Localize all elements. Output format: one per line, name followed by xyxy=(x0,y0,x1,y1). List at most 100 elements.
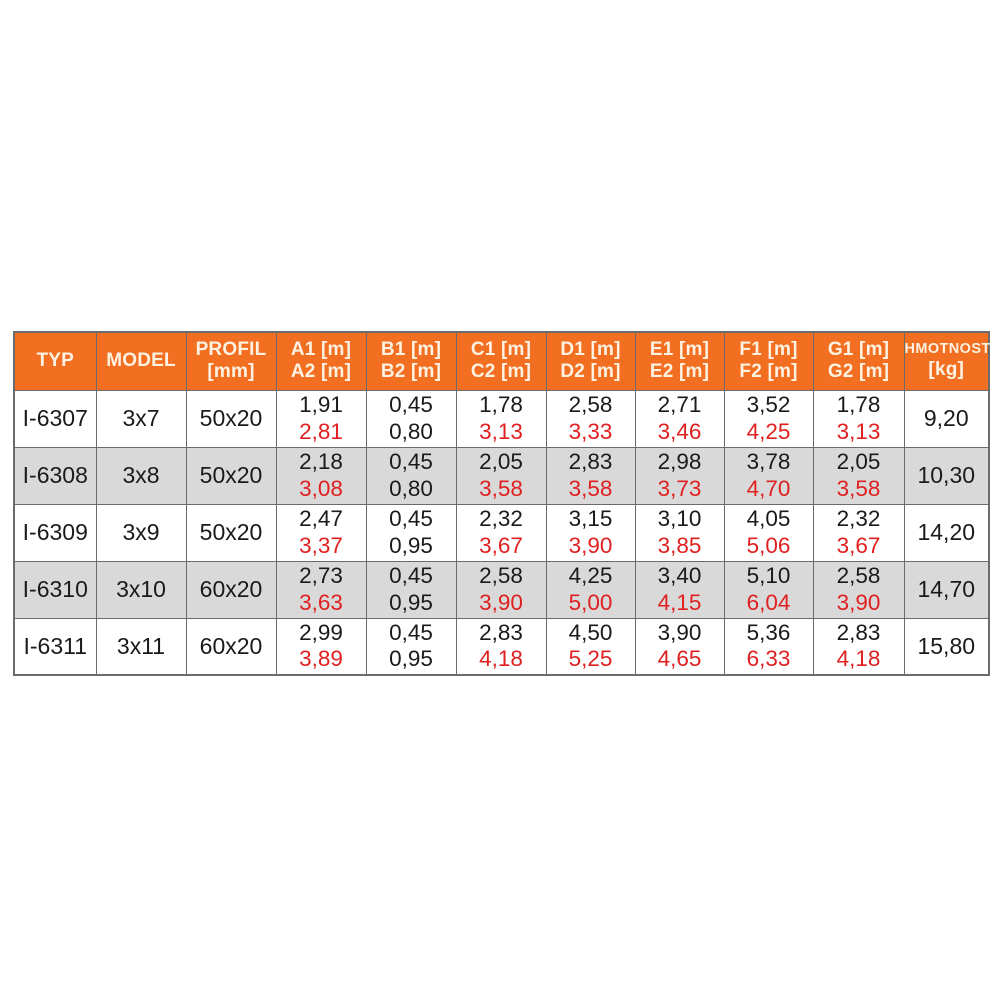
column-header-e-line1: E1 [m] xyxy=(649,338,710,360)
column-header-b-line2: B2 [m] xyxy=(380,361,442,383)
cell-a: 2,73 3,63 xyxy=(275,560,367,619)
cell-b: 0,45 0,95 xyxy=(365,617,457,676)
column-header-f-line2: F2 [m] xyxy=(739,361,798,383)
cell-g1-value: 2,58 xyxy=(836,563,881,589)
cell-b1-value: 0,45 xyxy=(389,506,433,532)
column-header-a-line2: A2 [m] xyxy=(290,361,352,383)
cell-e: 2,98 3,73 xyxy=(634,446,725,505)
cell-b1-value: 0,45 xyxy=(389,619,433,645)
column-header-profil-line1: PROFIL xyxy=(195,338,267,360)
cell-c1-value: 2,32 xyxy=(479,506,523,532)
cell-c1-value: 2,05 xyxy=(479,449,523,475)
column-header-f-line1: F1 [m] xyxy=(739,338,798,360)
header-row: TYP MODEL PROFIL [mm] A1 [m] A2 [m] B1 [m] B2 [… xyxy=(13,331,991,391)
cell-e: 2,71 3,46 xyxy=(634,389,725,448)
cell-a2-value: 2,81 xyxy=(299,418,343,444)
column-header-d[interactable]: D1 [m] D2 [m] xyxy=(545,331,636,391)
column-header-hmotnost-line1: HMOTNOST xyxy=(904,341,991,358)
column-header-a-line1: A1 [m] xyxy=(290,338,352,360)
cell-d1-value: 4,25 xyxy=(568,563,613,589)
column-header-d-line2: D2 [m] xyxy=(560,361,621,383)
column-header-e[interactable]: E1 [m] E2 [m] xyxy=(634,331,725,391)
cell-e2-value: 4,15 xyxy=(657,589,702,615)
cell-a1-value: 2,18 xyxy=(299,449,343,475)
cell-typ: I-6309 xyxy=(13,503,97,562)
cell-model: 3x10 xyxy=(95,560,187,619)
cell-c2-value: 3,90 xyxy=(479,589,523,615)
cell-b1-value: 0,45 xyxy=(389,449,433,475)
column-header-model[interactable]: MODEL xyxy=(95,331,187,391)
cell-c: 1,78 3,13 xyxy=(455,389,547,448)
cell-d2-value: 5,00 xyxy=(568,589,613,615)
cell-f2-value: 5,06 xyxy=(746,532,791,558)
cell-c: 2,83 4,18 xyxy=(455,617,547,676)
cell-f2-value: 4,70 xyxy=(746,475,791,501)
cell-c2-value: 4,18 xyxy=(479,646,523,672)
cell-e: 3,10 3,85 xyxy=(634,503,725,562)
cell-a1-value: 2,99 xyxy=(299,619,343,645)
column-header-profil[interactable]: PROFIL [mm] xyxy=(185,331,277,391)
column-header-a[interactable]: A1 [m] A2 [m] xyxy=(275,331,367,391)
cell-e1-value: 3,10 xyxy=(657,506,702,532)
cell-c2-value: 3,13 xyxy=(479,418,523,444)
cell-c: 2,58 3,90 xyxy=(455,560,547,619)
cell-a: 2,47 3,37 xyxy=(275,503,367,562)
cell-a: 2,18 3,08 xyxy=(275,446,367,505)
cell-f1-value: 5,36 xyxy=(746,619,791,645)
cell-e: 3,90 4,65 xyxy=(634,617,725,676)
cell-d: 2,83 3,58 xyxy=(545,446,636,505)
cell-profil: 60x20 xyxy=(185,560,277,619)
cell-f2-value: 6,33 xyxy=(746,646,791,672)
cell-profil: 50x20 xyxy=(185,389,277,448)
column-header-b[interactable]: B1 [m] B2 [m] xyxy=(365,331,457,391)
cell-hmotnost: 10,30 xyxy=(903,446,990,505)
cell-b2-value: 0,95 xyxy=(389,646,433,672)
cell-b2-value: 0,80 xyxy=(389,418,433,444)
cell-d1-value: 2,58 xyxy=(568,392,613,418)
column-header-hmotnost-line2: [kg] xyxy=(928,358,965,380)
cell-e: 3,40 4,15 xyxy=(634,560,725,619)
column-header-g-line1: G1 [m] xyxy=(827,338,890,360)
table-row[interactable]: I-6307 3x7 50x20 1,91 2,81 0,45 0,80 1,78 3,13 2,… xyxy=(13,389,990,448)
cell-a2-value: 3,37 xyxy=(299,532,343,558)
cell-b2-value: 0,95 xyxy=(389,589,433,615)
column-header-d-line1: D1 [m] xyxy=(560,338,621,360)
cell-f: 3,52 4,25 xyxy=(723,389,814,448)
table-row[interactable]: I-6308 3x8 50x20 2,18 3,08 0,45 0,80 2,05 3,58 2,… xyxy=(13,446,990,505)
cell-f: 4,05 5,06 xyxy=(723,503,814,562)
cell-typ: I-6311 xyxy=(13,617,97,676)
cell-f2-value: 6,04 xyxy=(746,589,791,615)
table-row[interactable]: I-6311 3x11 60x20 2,99 3,89 0,45 0,95 2,83 4,18 4… xyxy=(13,617,990,676)
cell-hmotnost: 14,70 xyxy=(903,560,990,619)
column-header-c-line1: C1 [m] xyxy=(470,338,532,360)
cell-d1-value: 2,83 xyxy=(568,449,613,475)
cell-g2-value: 4,18 xyxy=(836,646,881,672)
cell-e2-value: 4,65 xyxy=(657,646,702,672)
column-header-e-line2: E2 [m] xyxy=(649,361,710,383)
cell-hmotnost: 14,20 xyxy=(903,503,990,562)
cell-g1-value: 1,78 xyxy=(836,392,881,418)
column-header-f[interactable]: F1 [m] F2 [m] xyxy=(723,331,814,391)
cell-b: 0,45 0,80 xyxy=(365,446,457,505)
cell-g1-value: 2,05 xyxy=(836,449,881,475)
cell-c: 2,05 3,58 xyxy=(455,446,547,505)
cell-d: 4,50 5,25 xyxy=(545,617,636,676)
cell-e2-value: 3,46 xyxy=(657,418,702,444)
table-row[interactable]: I-6309 3x9 50x20 2,47 3,37 0,45 0,95 2,32 3,67 3,… xyxy=(13,503,990,562)
cell-a2-value: 3,63 xyxy=(299,589,343,615)
cell-hmotnost: 15,80 xyxy=(903,617,990,676)
column-header-hmotnost[interactable]: HMOTNOST [kg] xyxy=(903,331,991,391)
cell-a: 1,91 2,81 xyxy=(275,389,367,448)
cell-d2-value: 3,33 xyxy=(568,418,613,444)
cell-model: 3x9 xyxy=(95,503,187,562)
cell-f1-value: 5,10 xyxy=(746,563,791,589)
table-row[interactable]: I-6310 3x10 60x20 2,73 3,63 0,45 0,95 2,58 3,90 4… xyxy=(13,560,990,619)
cell-a2-value: 3,89 xyxy=(299,646,343,672)
cell-a: 2,99 3,89 xyxy=(275,617,367,676)
cell-typ: I-6310 xyxy=(13,560,97,619)
column-header-g[interactable]: G1 [m] G2 [m] xyxy=(812,331,905,391)
cell-d: 4,25 5,00 xyxy=(545,560,636,619)
cell-g: 2,58 3,90 xyxy=(812,560,905,619)
column-header-c[interactable]: C1 [m] C2 [m] xyxy=(455,331,547,391)
column-header-typ[interactable]: TYP xyxy=(13,331,97,391)
